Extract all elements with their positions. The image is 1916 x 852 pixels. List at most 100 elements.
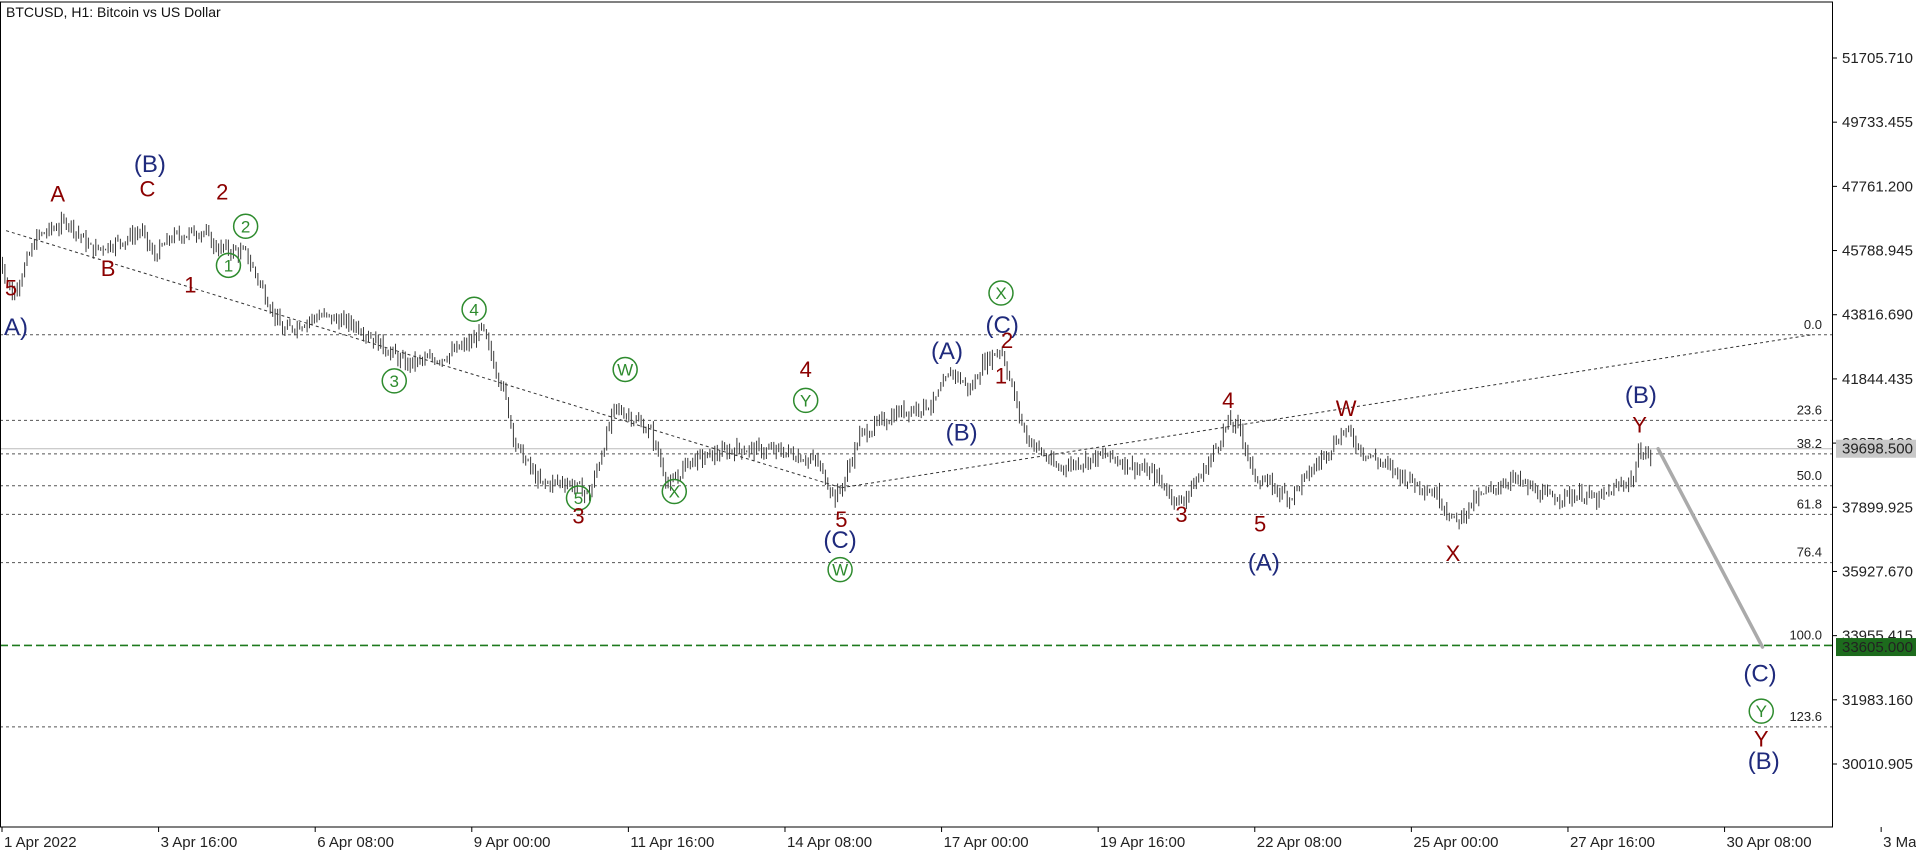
- chart-title: BTCUSD, H1: Bitcoin vs US Dollar: [6, 4, 221, 20]
- x-tick-label-5: 14 Apr 08:00: [787, 834, 872, 851]
- x-tick-label-0: 1 Apr 2022: [4, 834, 77, 851]
- x-axis: 1 Apr 2022 3 Apr 16:00 6 Apr 08:00 9 Apr 00…: [1, 827, 1916, 851]
- wave-label-7: 1: [184, 272, 196, 297]
- wave-label-37: Y: [1754, 726, 1769, 751]
- wave-label-16: 4: [800, 357, 812, 382]
- wave-label-4: C: [139, 176, 155, 201]
- wave-circle-13: [565, 485, 592, 511]
- wave-label-18: 5: [835, 507, 847, 532]
- x-tick-label-12: 3 May 00:00: [1883, 834, 1916, 851]
- fib-label-6: 100.0: [1789, 627, 1822, 642]
- wave-label-3: (B): [134, 151, 166, 178]
- wave-label-19: (C): [823, 527, 856, 554]
- wave-label-29: 5: [1254, 512, 1266, 537]
- y-tick-label-5: 41844.435: [1842, 371, 1913, 388]
- projection-line: [1656, 446, 1765, 649]
- x-tick-label-6: 17 Apr 00:00: [944, 834, 1029, 851]
- wave-circle-10: [461, 296, 487, 323]
- fib-label-1: 23.6: [1797, 402, 1822, 417]
- wave-circle-17: [792, 387, 819, 414]
- wave-label-38: (B): [1748, 748, 1780, 775]
- x-tick-label-1: 3 Apr 16:00: [161, 834, 238, 851]
- plot-frame: [0, 1, 1833, 828]
- x-tick-label-3: 9 Apr 00:00: [474, 834, 551, 851]
- y-tick-label-3: 45788.945: [1842, 243, 1913, 260]
- fib-label-0: 0.0: [1804, 317, 1822, 332]
- wave-circle-20: [827, 556, 853, 583]
- wave-label-33: (B): [1625, 382, 1657, 409]
- wave-label-25: 2: [1001, 328, 1013, 353]
- y-tick-label-8: 35927.670: [1842, 563, 1913, 580]
- y-tick-label-4: 43816.690: [1842, 307, 1913, 324]
- y-tick-label-1: 49733.455: [1842, 114, 1913, 131]
- wave-label-0: 5: [5, 276, 17, 301]
- wave-label-36: Y: [1756, 702, 1767, 721]
- wave-label-21: (A): [931, 338, 963, 365]
- x-tick-label-4: 11 Apr 16:00: [630, 834, 714, 851]
- wave-label-31: W: [1336, 396, 1357, 421]
- wave-label-8: 1: [224, 256, 233, 275]
- wave-circle-11: [381, 368, 408, 394]
- trendlines: [5, 230, 1812, 489]
- wave-circle-8: [215, 252, 242, 279]
- projection-segment: [1656, 446, 1765, 649]
- wave-label-1: A): [4, 314, 28, 341]
- x-tick-label-11: 30 Apr 08:00: [1727, 834, 1812, 851]
- wave-circle-12: [612, 356, 638, 383]
- wave-label-10: 4: [469, 300, 478, 319]
- wave-circle-23: [988, 280, 1014, 306]
- wave-labels: 5A)A(B)CB211243W53X4Y5(C)W(A)(B)X(C)2143…: [4, 151, 1780, 775]
- fib-label-2: 38.2: [1797, 436, 1822, 451]
- wave-circle-15: [661, 478, 688, 505]
- target-price-tag-text: 33605.000: [1842, 639, 1913, 656]
- y-axis: 51705.710 49733.455 47761.200 45788.945 4381…: [1832, 50, 1916, 773]
- wave-label-9: 2: [241, 217, 250, 236]
- wave-label-28: 3: [1175, 502, 1187, 527]
- wave-label-12: W: [617, 360, 633, 379]
- wave-label-26: 1: [995, 364, 1007, 389]
- wave-label-13: 5: [574, 489, 583, 508]
- price-bars: [0, 211, 1652, 530]
- wave-label-17: Y: [800, 391, 811, 410]
- wave-label-11: 3: [390, 372, 399, 391]
- price-series: [0, 211, 1652, 530]
- x-tick-label-9: 25 Apr 00:00: [1413, 834, 1498, 851]
- wave-label-34: Y: [1632, 412, 1647, 437]
- x-tick-label-10: 27 Apr 16:00: [1570, 834, 1655, 851]
- fib-label-4: 61.8: [1797, 496, 1822, 511]
- wave-label-27: 4: [1222, 388, 1234, 413]
- wave-label-30: (A): [1248, 550, 1280, 577]
- target-price-tag-box: [1836, 638, 1916, 657]
- y-tick-label-7: 37899.925: [1842, 499, 1913, 516]
- fib-label-7: 123.6: [1789, 709, 1822, 724]
- trendline-1: [841, 334, 1812, 489]
- wave-circle-36: [1748, 698, 1774, 724]
- current-price-tag-text: 39698.500: [1842, 441, 1913, 458]
- current-price-tag-box: [1836, 439, 1916, 458]
- wave-label-14: 3: [572, 504, 584, 529]
- wave-label-5: B: [101, 256, 116, 281]
- fibonacci-levels: 0.0 23.6 38.2 50.0 61.8 76.4 100.0 123.6: [0, 317, 1832, 728]
- wave-label-35: (C): [1743, 660, 1776, 687]
- trendline-0: [5, 230, 842, 489]
- plot-border: [0, 1, 1833, 828]
- wave-label-15: X: [669, 483, 680, 502]
- y-tick-label-10: 31983.160: [1842, 692, 1913, 709]
- fib-label-5: 76.4: [1797, 545, 1822, 560]
- wave-label-24: (C): [986, 312, 1019, 339]
- wave-label-6: 2: [216, 180, 228, 205]
- wave-label-23: X: [995, 284, 1006, 303]
- wave-label-2: A: [50, 181, 65, 206]
- y-tick-label-11: 30010.905: [1842, 756, 1913, 773]
- x-tick-label-8: 22 Apr 08:00: [1257, 834, 1342, 851]
- wave-label-20: W: [832, 561, 848, 580]
- y-tick-label-0: 51705.710: [1842, 50, 1913, 67]
- wave-circle-9: [232, 213, 259, 240]
- y-tick-label-2: 47761.200: [1842, 178, 1913, 195]
- x-tick-label-7: 19 Apr 16:00: [1100, 834, 1185, 851]
- fib-label-3: 50.0: [1797, 468, 1822, 483]
- x-tick-label-2: 6 Apr 08:00: [317, 834, 394, 851]
- wave-label-22: (B): [946, 420, 978, 447]
